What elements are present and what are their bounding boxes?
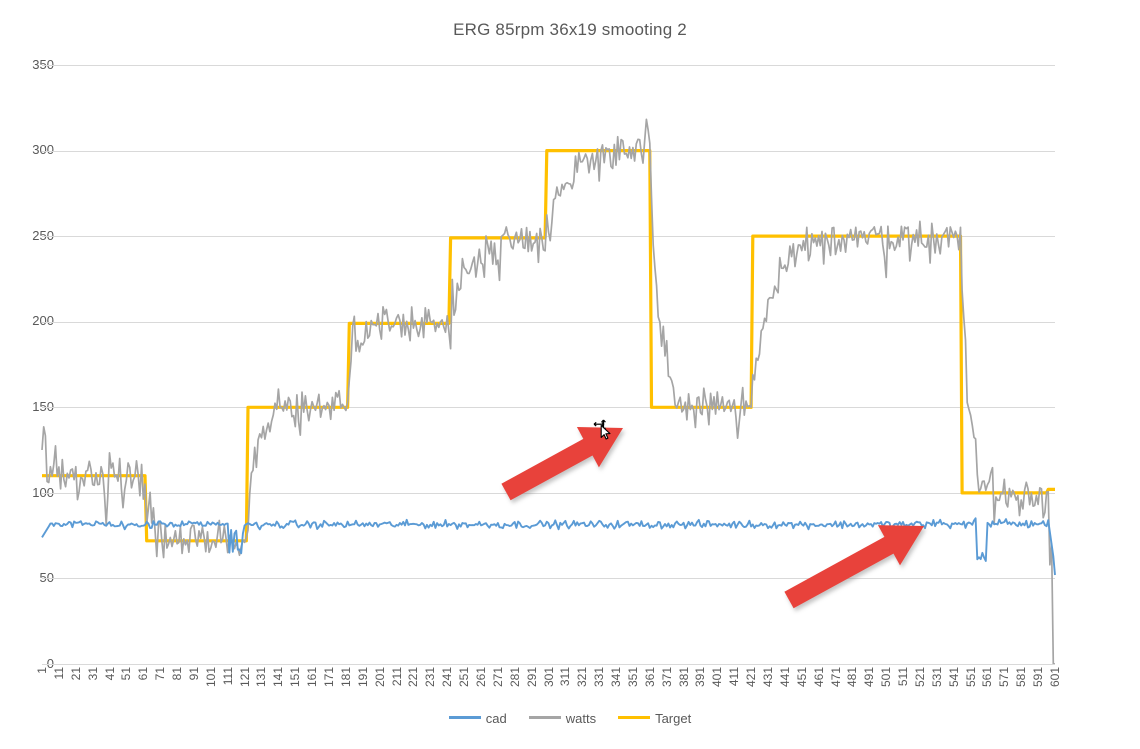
gridline-200 [42, 322, 1055, 323]
x-tick-581: 581 [1014, 667, 1029, 688]
x-tick-551: 551 [963, 667, 978, 688]
x-tick-101: 101 [203, 667, 218, 688]
legend-swatch-watts [528, 716, 561, 720]
x-tick-201: 201 [372, 667, 387, 688]
x-tick-151: 151 [288, 667, 303, 688]
gridline-150 [42, 407, 1055, 408]
x-tick-331: 331 [592, 667, 607, 688]
plot-area [41, 65, 1056, 665]
x-tick-71: 71 [153, 667, 168, 681]
y-tick-300: 300 [32, 142, 54, 157]
x-tick-31: 31 [85, 667, 100, 681]
x-axis-labels: 1 11 21 31 41 51 61 71 81 91 101 111 121 131 141 151 161… [35, 667, 1062, 707]
move-cursor-icon [593, 419, 611, 440]
x-tick-251: 251 [457, 667, 472, 688]
x-tick-461: 461 [811, 667, 826, 688]
x-tick-441: 441 [777, 667, 792, 688]
legend-item-watts[interactable]: watts [528, 710, 597, 727]
x-tick-271: 271 [490, 667, 505, 688]
x-axis-line [42, 664, 1055, 665]
legend-swatch-target [618, 716, 651, 720]
x-tick-191: 191 [355, 667, 370, 688]
x-tick-21: 21 [68, 667, 83, 681]
chart-title: ERG 85rpm 36x19 smooting 2 [453, 20, 687, 39]
series-line-target [42, 149, 1055, 543]
legend-item-cad[interactable]: cad [448, 710, 507, 727]
x-tick-1: 1 [35, 667, 49, 674]
x-tick-521: 521 [912, 667, 927, 688]
x-tick-491: 491 [862, 667, 877, 688]
x-tick-421: 421 [744, 667, 759, 688]
legend-label-cad: cad [485, 711, 507, 727]
x-tick-321: 321 [575, 667, 590, 688]
x-tick-261: 261 [473, 667, 488, 688]
x-tick-121: 121 [237, 667, 252, 688]
x-tick-591: 591 [1031, 667, 1046, 688]
x-tick-351: 351 [625, 667, 640, 688]
x-tick-211: 211 [389, 667, 404, 687]
x-tick-431: 431 [760, 667, 775, 688]
x-tick-511: 511 [896, 667, 911, 687]
series-line-watts [41, 118, 1055, 665]
legend-label-target: Target [655, 711, 692, 727]
chart-legend: cad watts Target [0, 710, 1140, 726]
x-tick-571: 571 [997, 667, 1012, 688]
y-tick-0: 0 [0, 657, 54, 670]
x-tick-391: 391 [693, 667, 708, 688]
series-container [41, 118, 1056, 665]
x-tick-561: 561 [980, 667, 995, 688]
x-tick-111: 111 [220, 667, 235, 686]
gridline-50 [42, 578, 1055, 579]
legend-item-target[interactable]: Target [618, 710, 691, 726]
x-tick-41: 41 [102, 667, 117, 681]
y-tick-50: 50 [39, 570, 54, 585]
x-tick-61: 61 [136, 667, 151, 681]
x-tick-301: 301 [541, 667, 556, 688]
x-tick-161: 161 [305, 667, 320, 688]
x-tick-241: 241 [440, 667, 455, 688]
y-tick-200: 200 [32, 313, 54, 328]
x-tick-371: 371 [659, 667, 674, 688]
x-tick-51: 51 [119, 667, 134, 681]
gridline-250 [42, 236, 1055, 237]
y-tick-100: 100 [32, 485, 54, 500]
y-tick-350: 350 [32, 57, 54, 72]
x-tick-531: 531 [929, 667, 944, 688]
x-tick-291: 291 [524, 667, 539, 688]
x-tick-601: 601 [1048, 667, 1062, 688]
x-tick-381: 381 [676, 667, 691, 688]
x-tick-311: 311 [558, 667, 573, 687]
legend-label-watts: watts [565, 711, 597, 727]
x-tick-141: 141 [271, 667, 286, 688]
x-tick-11: 11 [51, 667, 66, 680]
series-line-cad [41, 517, 1056, 576]
x-tick-451: 451 [794, 667, 809, 688]
legend-swatch-cad [448, 716, 481, 720]
x-tick-91: 91 [186, 667, 201, 681]
x-tick-171: 171 [322, 667, 337, 688]
x-tick-81: 81 [170, 667, 185, 681]
x-tick-281: 281 [507, 667, 522, 688]
x-tick-341: 341 [609, 667, 624, 688]
x-tick-541: 541 [946, 667, 961, 688]
x-tick-221: 221 [406, 667, 421, 688]
x-tick-501: 501 [879, 667, 894, 688]
x-tick-411: 411 [727, 667, 742, 687]
y-tick-250: 250 [32, 228, 54, 243]
x-tick-481: 481 [845, 667, 860, 688]
x-tick-471: 471 [828, 667, 843, 688]
y-tick-150: 150 [32, 399, 54, 414]
x-tick-361: 361 [642, 667, 657, 688]
gridline-350 [42, 65, 1055, 66]
x-tick-131: 131 [254, 667, 269, 688]
x-tick-181: 181 [338, 667, 353, 688]
x-tick-401: 401 [710, 667, 725, 688]
x-tick-231: 231 [423, 667, 438, 688]
